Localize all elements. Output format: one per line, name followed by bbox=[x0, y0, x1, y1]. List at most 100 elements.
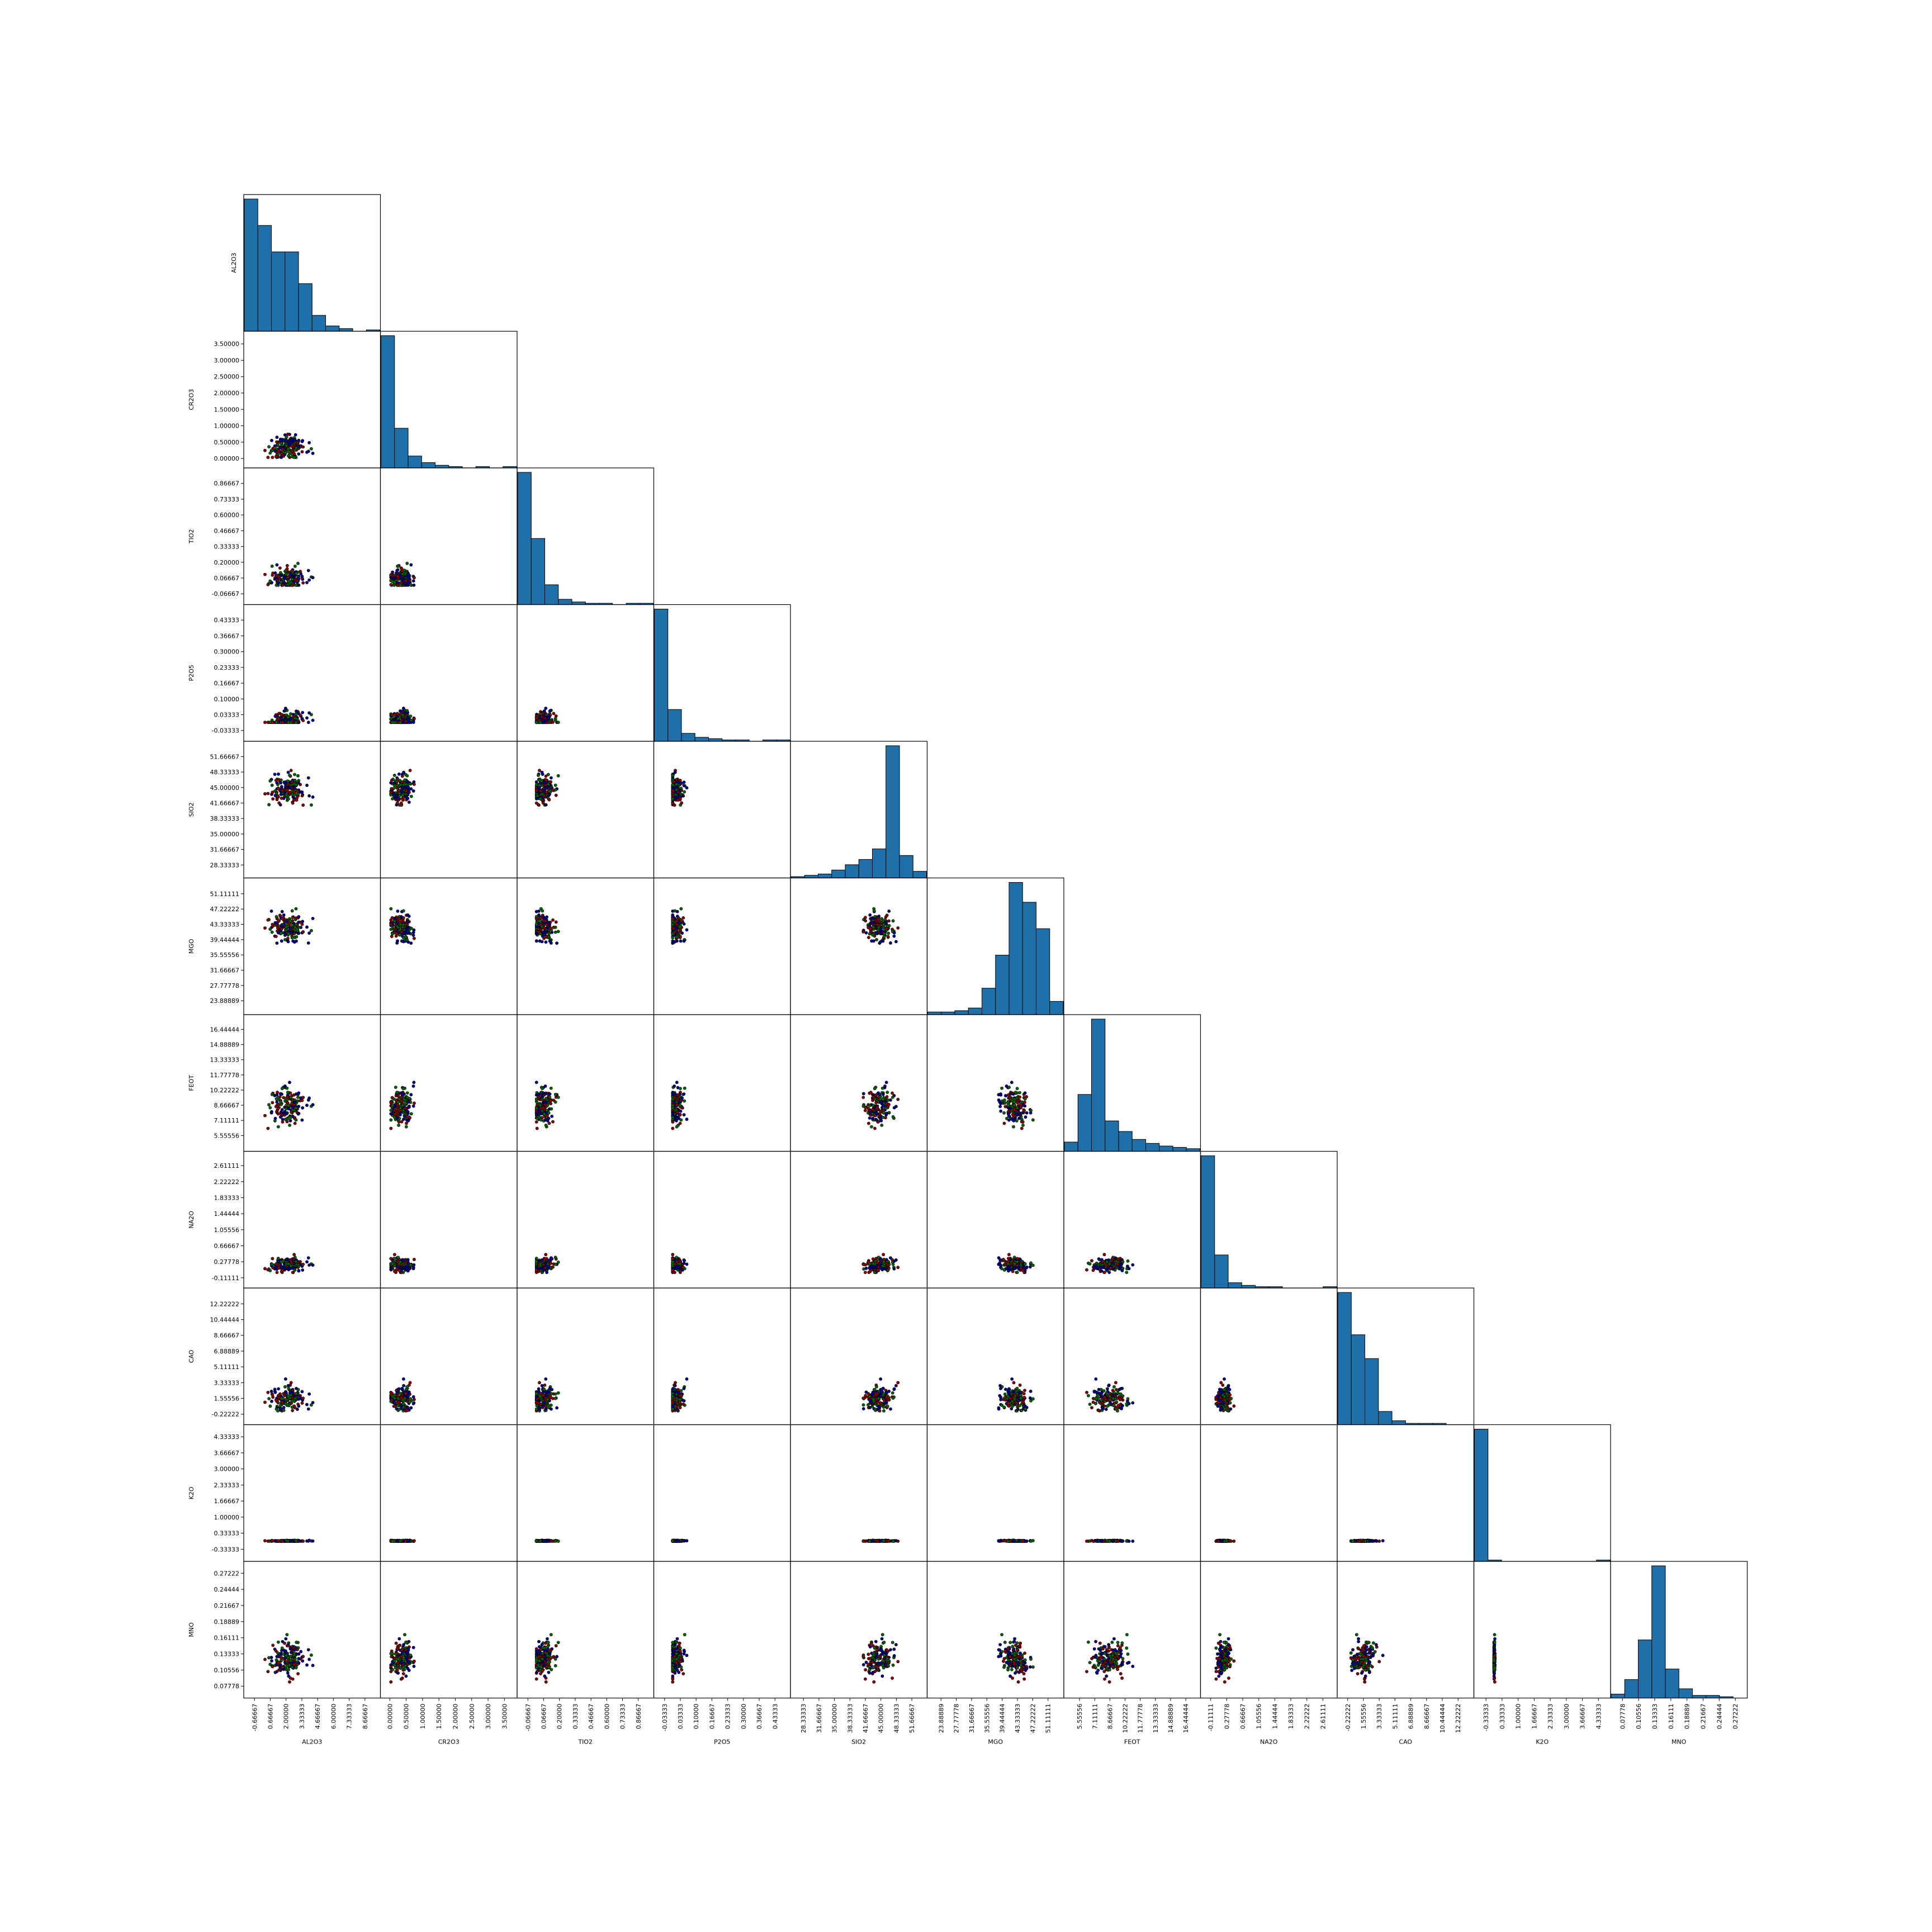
panel-tio2-al2o3 bbox=[243, 467, 381, 605]
scatter-point bbox=[307, 1096, 311, 1100]
scatter-point bbox=[886, 1263, 890, 1267]
scatter-point bbox=[281, 1268, 285, 1272]
scatter-point bbox=[307, 931, 311, 935]
scatter-point bbox=[270, 1262, 274, 1266]
scatter-point bbox=[556, 1096, 560, 1099]
scatter-point bbox=[402, 1097, 406, 1101]
scatter-point bbox=[310, 929, 313, 932]
scatter-point bbox=[879, 931, 883, 935]
scatter-point bbox=[550, 776, 553, 780]
hist-bar-mgo-3 bbox=[968, 1007, 982, 1015]
scatter-point bbox=[671, 783, 675, 787]
scatter-point bbox=[675, 1119, 678, 1123]
scatter-point bbox=[873, 1114, 877, 1117]
hist-bar-al2o3-7 bbox=[339, 328, 353, 332]
scatter-point bbox=[1100, 1269, 1104, 1273]
scatter-point bbox=[541, 801, 545, 805]
scatter-point bbox=[861, 1096, 865, 1099]
scatter-point bbox=[402, 931, 406, 935]
scatter-point bbox=[894, 1105, 898, 1109]
scatter-point bbox=[399, 922, 402, 926]
scatter-point bbox=[671, 1253, 675, 1257]
scatter-point bbox=[290, 444, 293, 448]
scatter-point bbox=[405, 561, 409, 565]
scatter-point bbox=[534, 1111, 538, 1115]
scatter-point bbox=[281, 721, 285, 724]
panel-feot-mgo bbox=[926, 1014, 1064, 1152]
scatter-point bbox=[282, 1405, 286, 1409]
scatter-point bbox=[282, 709, 286, 713]
scatter-point bbox=[671, 1268, 675, 1272]
scatter-point bbox=[293, 778, 297, 782]
scatter-point bbox=[275, 440, 278, 444]
y-tick-label: 45.00000 bbox=[210, 784, 240, 792]
scatter-point bbox=[389, 1101, 393, 1105]
scatter-point bbox=[678, 1121, 682, 1125]
scatter-point bbox=[396, 575, 400, 578]
scatter-point bbox=[1010, 1081, 1014, 1085]
y-tick-label: 2.61111 bbox=[214, 1162, 240, 1169]
scatter-point bbox=[285, 793, 288, 797]
scatter-point bbox=[1007, 1114, 1011, 1118]
scatter-point bbox=[864, 1106, 868, 1110]
scatter-point bbox=[397, 1120, 401, 1124]
hist-bar-sio2-6 bbox=[872, 848, 887, 878]
scatter-point bbox=[1006, 1104, 1010, 1107]
scatter-point bbox=[396, 565, 400, 568]
y-tick-label: 23.88889 bbox=[210, 997, 240, 1005]
scatter-point bbox=[301, 930, 305, 934]
scatter-point bbox=[289, 769, 293, 773]
scatter-point bbox=[402, 1258, 405, 1262]
scatter-point bbox=[546, 783, 550, 786]
scatter-point bbox=[293, 1121, 297, 1125]
scatter-point bbox=[1007, 1118, 1011, 1122]
scatter-point bbox=[881, 1097, 885, 1101]
scatter-point bbox=[273, 1390, 277, 1394]
panel-mgo-sio2 bbox=[790, 877, 928, 1015]
scatter-point bbox=[293, 565, 297, 568]
scatter-point bbox=[278, 913, 282, 917]
scatter-point bbox=[280, 456, 283, 460]
scatter-point bbox=[282, 1408, 286, 1412]
panel-sio2-p2o5 bbox=[653, 741, 791, 879]
scatter-point bbox=[270, 1399, 273, 1403]
y-tick-label: 0.00000 bbox=[214, 455, 240, 462]
scatter-point bbox=[534, 716, 538, 720]
scatter-point bbox=[1003, 1268, 1006, 1272]
hist-bar-al2o3-3 bbox=[285, 252, 299, 332]
y-tick-label: 0.36667 bbox=[214, 632, 240, 640]
y-tick-label: -0.03333 bbox=[212, 727, 239, 735]
scatter-point bbox=[1109, 1266, 1112, 1270]
scatter-point bbox=[269, 910, 273, 913]
scatter-point bbox=[864, 919, 868, 922]
scatter-point bbox=[274, 720, 278, 724]
scatter-point bbox=[286, 1258, 290, 1262]
scatter-point bbox=[1120, 1262, 1123, 1266]
scatter-point bbox=[273, 1116, 277, 1120]
scatter-point bbox=[294, 721, 298, 724]
scatter-point bbox=[285, 1398, 288, 1401]
scatter-point bbox=[310, 447, 313, 451]
hist-bar-feot-1 bbox=[1077, 1094, 1092, 1152]
scatter-point bbox=[881, 1115, 885, 1119]
scatter-point bbox=[286, 940, 290, 944]
scatter-point bbox=[288, 572, 292, 576]
scatter-point bbox=[864, 931, 868, 935]
scatter-point bbox=[1029, 1109, 1033, 1112]
scatter-point bbox=[556, 930, 560, 934]
scatter-point bbox=[301, 1396, 305, 1400]
scatter-point bbox=[279, 781, 282, 785]
scatter-point bbox=[311, 452, 315, 455]
scatter-point bbox=[289, 1115, 292, 1119]
scatter-point bbox=[296, 774, 300, 778]
scatter-point bbox=[547, 932, 551, 935]
scatter-point bbox=[411, 1267, 415, 1271]
scatter-point bbox=[305, 581, 309, 584]
scatter-point bbox=[406, 1111, 410, 1115]
scatter-point bbox=[273, 449, 277, 453]
scatter-point bbox=[685, 1262, 689, 1266]
scatter-point bbox=[274, 1097, 278, 1101]
scatter-point bbox=[673, 1100, 676, 1104]
scatter-point bbox=[294, 907, 298, 911]
scatter-point bbox=[275, 1271, 279, 1274]
